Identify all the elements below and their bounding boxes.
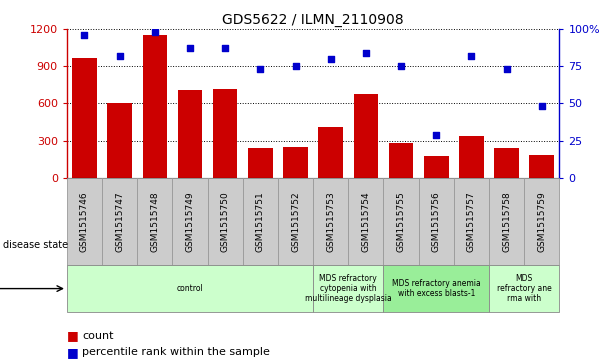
Text: GSM1515751: GSM1515751 (256, 191, 265, 252)
Bar (454, 178, 489, 265)
Bar (319, 127, 343, 178)
Text: GSM1515752: GSM1515752 (291, 191, 300, 252)
Point (150, 29, 160, 35)
Point (80, 32, 89, 38)
Bar (243, 178, 278, 265)
Bar (142, 35, 167, 178)
Text: GSM1515754: GSM1515754 (361, 191, 370, 252)
Bar (283, 147, 308, 178)
Point (326, 56, 336, 62)
Bar (72, 58, 97, 178)
Bar (459, 136, 484, 178)
Text: ■: ■ (67, 329, 78, 342)
Bar (248, 148, 272, 178)
Title: GDS5622 / ILMN_2110908: GDS5622 / ILMN_2110908 (223, 13, 404, 26)
Point (502, 66, 511, 72)
Bar (102, 178, 137, 265)
Bar (524, 178, 559, 265)
Bar (489, 178, 524, 265)
Bar (178, 90, 202, 178)
Text: ■: ■ (67, 346, 78, 359)
Point (537, 103, 547, 109)
Bar (489, 265, 559, 312)
Bar (384, 265, 489, 312)
Text: GSM1515756: GSM1515756 (432, 191, 441, 252)
Bar (530, 155, 554, 178)
Text: control: control (177, 284, 203, 293)
Point (255, 66, 265, 72)
Bar (494, 148, 519, 178)
Point (396, 63, 406, 69)
Text: GSM1515747: GSM1515747 (115, 191, 124, 252)
Text: GSM1515755: GSM1515755 (396, 191, 406, 252)
Text: MDS refractory anemia
with excess blasts-1: MDS refractory anemia with excess blasts… (392, 279, 480, 298)
Point (431, 132, 441, 138)
Point (220, 45, 230, 51)
Text: disease state: disease state (3, 240, 68, 250)
Bar (67, 265, 313, 312)
Text: GSM1515753: GSM1515753 (326, 191, 335, 252)
Point (466, 53, 476, 59)
Text: MDS
refractory ane
rma with: MDS refractory ane rma with (497, 274, 551, 303)
Bar (278, 178, 313, 265)
Bar (419, 178, 454, 265)
Bar (313, 178, 348, 265)
Bar (424, 156, 449, 178)
Text: MDS refractory
cytopenia with
multilineage dysplasia: MDS refractory cytopenia with multilinea… (305, 274, 392, 303)
Text: GSM1515759: GSM1515759 (537, 191, 546, 252)
Bar (354, 94, 378, 178)
Point (115, 53, 125, 59)
Bar (137, 178, 173, 265)
Bar (108, 103, 132, 178)
Bar (213, 89, 238, 178)
Point (185, 45, 195, 51)
Bar (384, 178, 419, 265)
Point (291, 63, 300, 69)
Bar (67, 178, 102, 265)
Text: count: count (82, 331, 114, 341)
Bar (389, 143, 413, 178)
Point (361, 50, 371, 56)
Text: GSM1515746: GSM1515746 (80, 191, 89, 252)
Bar (173, 178, 207, 265)
Text: GSM1515750: GSM1515750 (221, 191, 230, 252)
Bar (313, 265, 384, 312)
Bar (207, 178, 243, 265)
Text: GSM1515757: GSM1515757 (467, 191, 476, 252)
Bar (348, 178, 384, 265)
Text: percentile rank within the sample: percentile rank within the sample (82, 347, 270, 357)
Text: GSM1515749: GSM1515749 (185, 191, 195, 252)
Text: GSM1515758: GSM1515758 (502, 191, 511, 252)
Text: GSM1515748: GSM1515748 (150, 191, 159, 252)
